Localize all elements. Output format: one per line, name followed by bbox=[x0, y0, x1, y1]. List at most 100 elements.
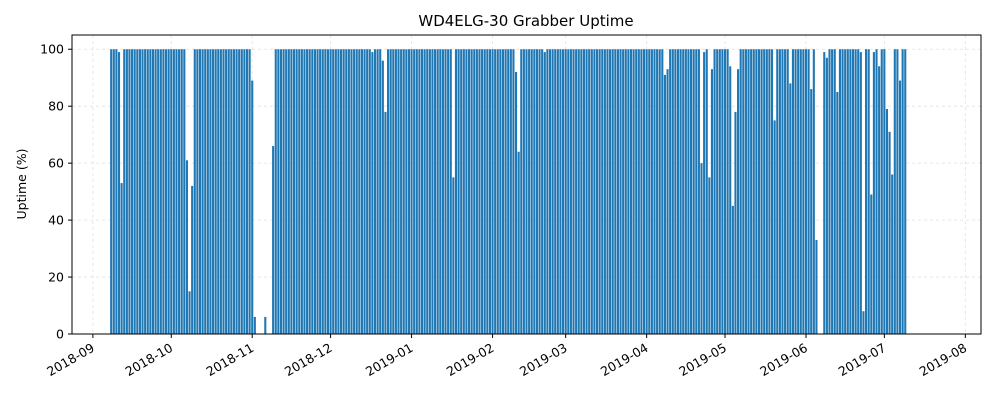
x-tick-label: 2019-01 bbox=[363, 340, 416, 379]
bar bbox=[763, 49, 766, 335]
bar bbox=[462, 49, 465, 335]
bar bbox=[624, 49, 627, 335]
bar bbox=[768, 49, 771, 335]
bar bbox=[321, 49, 324, 335]
bar bbox=[588, 49, 591, 335]
bar bbox=[428, 49, 431, 335]
bar bbox=[295, 49, 298, 335]
bar bbox=[776, 49, 779, 335]
bar bbox=[723, 49, 727, 335]
bar bbox=[815, 240, 818, 334]
bar bbox=[755, 49, 758, 335]
bar bbox=[350, 49, 353, 335]
bar bbox=[125, 49, 128, 335]
bar bbox=[334, 49, 337, 335]
bar bbox=[240, 49, 243, 335]
bar bbox=[854, 49, 857, 335]
bar bbox=[248, 49, 251, 335]
bar bbox=[658, 49, 661, 335]
bar bbox=[454, 49, 458, 335]
bar bbox=[188, 291, 191, 334]
bar bbox=[290, 49, 293, 335]
bar bbox=[898, 80, 902, 334]
bar bbox=[204, 49, 207, 335]
bar bbox=[243, 49, 246, 335]
bar bbox=[337, 49, 340, 335]
x-tick-label: 2018-10 bbox=[123, 340, 176, 379]
bar bbox=[355, 49, 358, 335]
bar bbox=[679, 49, 682, 335]
bar bbox=[870, 194, 873, 334]
bar bbox=[423, 49, 426, 335]
bar bbox=[128, 49, 131, 335]
bar bbox=[614, 49, 617, 335]
x-tick-label: 2019-03 bbox=[517, 340, 570, 379]
bar bbox=[449, 49, 452, 335]
bar bbox=[452, 177, 455, 334]
bar bbox=[235, 49, 238, 335]
bar bbox=[865, 49, 868, 335]
bar bbox=[439, 49, 442, 335]
y-tick-label: 60 bbox=[48, 156, 64, 171]
bar bbox=[353, 49, 356, 335]
bar bbox=[434, 49, 437, 335]
bar bbox=[368, 49, 371, 335]
bar bbox=[598, 49, 601, 335]
bar bbox=[653, 49, 656, 335]
bar bbox=[316, 49, 319, 335]
bar bbox=[481, 49, 484, 335]
bar bbox=[650, 49, 653, 335]
bar bbox=[470, 49, 473, 335]
bar bbox=[601, 49, 604, 335]
bar bbox=[185, 160, 188, 334]
bar bbox=[151, 49, 155, 335]
bar bbox=[546, 49, 549, 335]
bar bbox=[172, 49, 175, 335]
bar bbox=[227, 49, 230, 335]
bar bbox=[117, 52, 121, 335]
bar bbox=[791, 49, 794, 335]
bar bbox=[632, 49, 635, 335]
bar bbox=[300, 49, 303, 335]
bar bbox=[585, 49, 588, 335]
bar bbox=[705, 49, 708, 335]
bar bbox=[214, 49, 217, 335]
bar bbox=[637, 49, 640, 335]
bar bbox=[392, 49, 395, 335]
x-tick-label: 2019-05 bbox=[676, 340, 729, 379]
bar bbox=[360, 49, 363, 335]
bar bbox=[530, 49, 533, 335]
bar bbox=[760, 49, 763, 335]
bar bbox=[595, 49, 599, 335]
bar bbox=[643, 49, 646, 335]
bar bbox=[162, 49, 165, 335]
bar bbox=[144, 49, 147, 335]
bar bbox=[710, 69, 713, 335]
bar bbox=[522, 49, 525, 335]
bar bbox=[838, 49, 841, 335]
bar bbox=[110, 49, 113, 335]
y-tick-label: 20 bbox=[48, 270, 64, 285]
bar bbox=[878, 66, 881, 334]
bar bbox=[794, 49, 797, 335]
bar bbox=[726, 49, 729, 335]
bar bbox=[384, 111, 387, 334]
bar bbox=[734, 111, 737, 334]
bar bbox=[713, 49, 716, 335]
bar bbox=[802, 49, 805, 335]
bar bbox=[376, 49, 379, 335]
bar bbox=[750, 49, 753, 335]
bar bbox=[131, 49, 134, 335]
bar bbox=[123, 49, 126, 335]
bar bbox=[238, 49, 241, 335]
bar bbox=[872, 52, 875, 335]
bar bbox=[245, 49, 249, 335]
x-tick-label: 2018-09 bbox=[44, 340, 97, 379]
y-tick-label: 40 bbox=[48, 213, 64, 228]
bar bbox=[191, 185, 194, 334]
bar bbox=[298, 49, 301, 335]
bar bbox=[682, 49, 685, 335]
bar bbox=[154, 49, 157, 335]
bar bbox=[737, 69, 740, 335]
